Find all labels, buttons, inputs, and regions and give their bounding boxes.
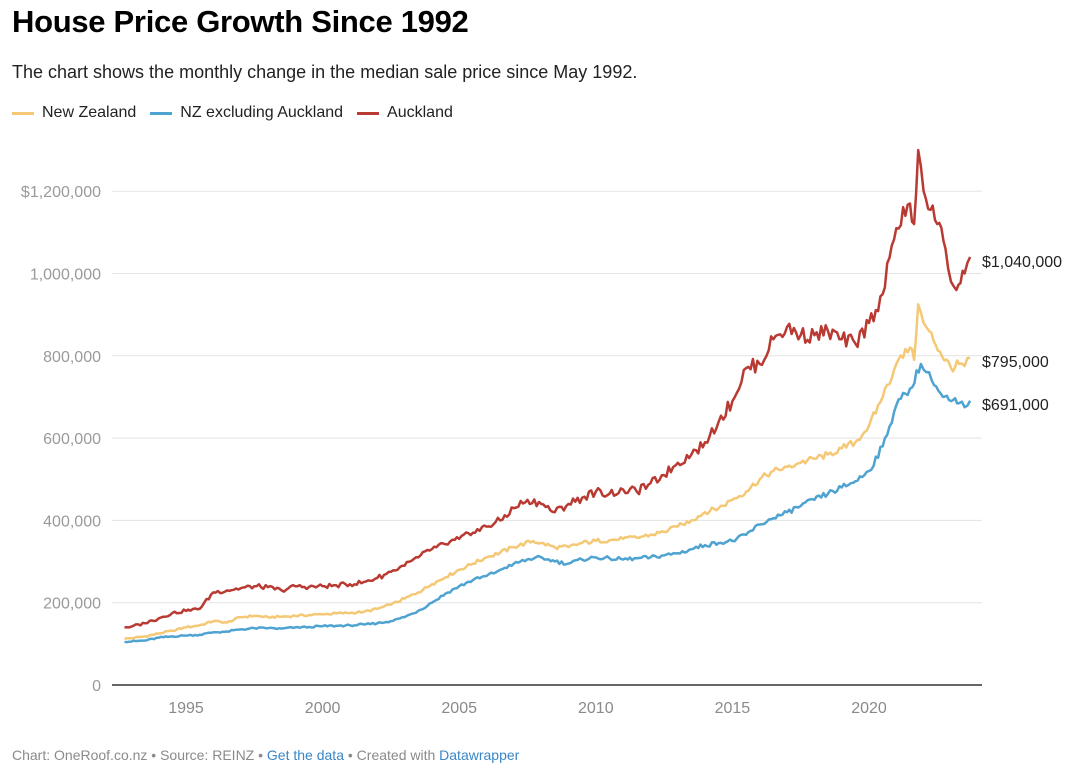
footer: Chart: OneRoof.co.nz • Source: REINZ • G… — [12, 747, 519, 763]
y-tick-label: 800,000 — [43, 349, 101, 366]
y-tick-label: 1,000,000 — [30, 267, 101, 284]
legend: New Zealand NZ excluding Auckland Auckla… — [12, 104, 467, 122]
series-line-auckland — [124, 148, 972, 629]
legend-swatch-nz-excluding-auckland — [150, 111, 173, 115]
legend-swatch-new-zealand — [12, 111, 34, 115]
x-tick-label: 2010 — [578, 700, 614, 717]
legend-item-nz-excluding-auckland: NZ excluding Auckland — [150, 104, 343, 122]
legend-item-auckland: Auckland — [357, 104, 453, 122]
series-lines — [124, 148, 972, 644]
end-labels: $795,000 $691,000 $1,040,000 — [982, 254, 1062, 414]
footer-source: Source: REINZ — [160, 747, 255, 763]
gridlines — [112, 190, 982, 604]
datawrapper-link[interactable]: Datawrapper — [439, 747, 520, 763]
x-tick-label: 2000 — [305, 700, 341, 717]
end-label-new-zealand: $795,000 — [982, 354, 1049, 371]
x-tick-label: 2005 — [441, 700, 477, 717]
x-axis-ticks: 1995 2000 2005 2010 2015 2020 — [168, 700, 887, 717]
y-tick-label: 0 — [92, 678, 101, 695]
legend-swatch-auckland — [357, 111, 380, 115]
y-tick-label: $1,200,000 — [21, 184, 101, 201]
legend-label: Auckland — [387, 104, 453, 121]
footer-created-with: Created with — [356, 747, 436, 763]
y-tick-label: 600,000 — [43, 431, 101, 448]
end-label-auckland: $1,040,000 — [982, 254, 1062, 271]
legend-item-new-zealand: New Zealand — [12, 104, 136, 122]
y-tick-label: 200,000 — [43, 596, 101, 613]
y-axis-ticks: 0 200,000 400,000 600,000 800,000 1,000,000 $1… — [21, 184, 101, 695]
chart-subtitle: The chart shows the monthly change in th… — [12, 62, 638, 82]
legend-label: New Zealand — [42, 104, 137, 121]
end-label-nz-excluding-auckland: $691,000 — [982, 397, 1049, 414]
x-tick-label: 1995 — [168, 700, 204, 717]
series-line-new-zealand — [124, 303, 971, 641]
legend-label: NZ excluding Auckland — [180, 104, 344, 121]
get-the-data-link[interactable]: Get the data — [266, 747, 344, 763]
chart-plot: 0 200,000 400,000 600,000 800,000 1,000,000 $1… — [21, 148, 1062, 717]
x-tick-label: 2015 — [715, 700, 751, 717]
footer-separator: • — [147, 747, 161, 763]
footer-separator: • — [343, 747, 357, 763]
footer-credit: Chart: OneRoof.co.nz — [12, 747, 148, 763]
y-tick-label: 400,000 — [43, 513, 101, 530]
series-line-nz-excluding-auckland — [124, 362, 972, 644]
x-tick-label: 2020 — [851, 700, 887, 717]
chart-title: House Price Growth Since 1992 — [12, 4, 469, 39]
footer-separator: • — [254, 747, 267, 763]
